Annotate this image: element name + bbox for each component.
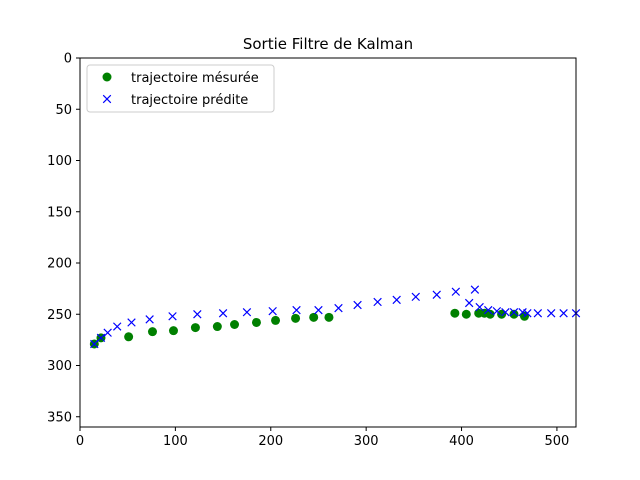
y-tick-label: 0 — [64, 52, 72, 67]
legend-label: trajectoire mésurée — [131, 71, 259, 86]
measured-point — [291, 313, 301, 323]
predicted-point — [268, 306, 277, 316]
y-tick-label: 150 — [47, 205, 72, 220]
y-tick-label: 350 — [47, 410, 72, 425]
measured-point — [461, 309, 471, 319]
predicted-point — [314, 305, 323, 315]
legend: trajectoire mésurée trajectoire prédite — [86, 64, 275, 113]
predicted-point — [103, 328, 112, 337]
predicted-point — [373, 297, 382, 307]
predicted-point — [411, 292, 420, 302]
predicted-point — [90, 339, 99, 349]
predicted-point — [475, 302, 484, 312]
x-axis: 0 100 200 300 400 500 — [76, 427, 569, 449]
legend-box — [86, 64, 275, 113]
predicted-point — [432, 290, 441, 299]
predicted-point — [292, 305, 301, 315]
legend-label: trajectoire prédite — [131, 93, 248, 108]
y-tick-label: 50 — [55, 103, 72, 118]
predicted-point — [353, 300, 362, 310]
y-tick-label: 300 — [47, 359, 72, 374]
predicted-point — [533, 309, 543, 318]
x-tick-label: 200 — [258, 434, 283, 449]
predicted-point — [392, 295, 401, 305]
predicted-point — [218, 309, 228, 318]
predicted-point — [492, 306, 502, 316]
predicted-point — [127, 318, 136, 327]
predicted-point — [546, 309, 556, 318]
y-tick-label: 250 — [47, 308, 72, 323]
x-tick-label: 400 — [449, 434, 474, 449]
predicted-point — [559, 309, 568, 318]
measured-point — [271, 315, 281, 325]
measured-point — [124, 332, 134, 342]
measured-point — [309, 312, 319, 322]
measured-point — [147, 327, 157, 337]
measured-point — [212, 322, 222, 332]
predicted-point — [193, 310, 202, 319]
predicted-point — [96, 333, 106, 343]
measured-point — [251, 317, 261, 327]
predicted-point — [145, 315, 154, 324]
predicted-point — [168, 312, 177, 321]
predicted-point — [523, 309, 532, 318]
measured-point — [450, 308, 460, 318]
predicted-point — [484, 305, 493, 315]
predicted-point — [509, 307, 519, 317]
predicted-point — [112, 322, 122, 331]
x-tick-label: 0 — [76, 434, 84, 449]
predicted-point — [242, 307, 252, 317]
measured-point — [324, 312, 334, 322]
measured-point — [509, 309, 519, 319]
measured-point — [190, 323, 200, 333]
x-tick-label: 500 — [545, 434, 570, 449]
measured-point — [168, 326, 178, 336]
y-tick-label: 200 — [47, 257, 72, 272]
predicted-point — [464, 298, 474, 308]
predicted-point — [334, 303, 343, 313]
legend-marker-measured — [102, 72, 112, 82]
chart-title: Sortie Filtre de Kalman — [243, 35, 413, 53]
x-tick-label: 100 — [163, 434, 188, 449]
predicted-point — [501, 307, 510, 317]
plot-frame — [79, 57, 577, 428]
measured-point — [497, 309, 507, 319]
measured-point — [230, 320, 240, 329]
predicted-point — [470, 285, 480, 294]
legend-marker-predicted — [102, 94, 112, 104]
y-tick-label: 100 — [47, 154, 72, 169]
data-markers — [89, 285, 581, 349]
y-axis: 0 50 100 150 200 250 300 350 — [47, 52, 80, 425]
x-tick-label: 300 — [354, 434, 379, 449]
predicted-point — [451, 287, 461, 296]
measured-point — [485, 309, 495, 319]
